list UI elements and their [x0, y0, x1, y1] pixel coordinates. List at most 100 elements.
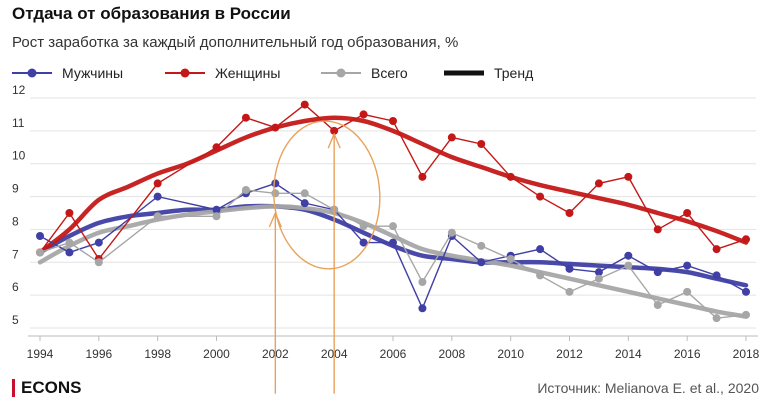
x-tick-label-2010: 2010 [497, 347, 524, 361]
brand-logo: ECONS [12, 378, 81, 398]
x-tick-label-2018: 2018 [733, 347, 760, 361]
chart-title: Отдача от образования в России [12, 4, 291, 23]
brand-name: ECONS [21, 378, 82, 397]
trend-line-1 [37, 115, 749, 255]
y-tick-label-11: 11 [12, 116, 25, 130]
series-2-point-2001 [241, 186, 250, 194]
series-0-point-2015 [653, 268, 662, 277]
series-2-point-2006 [389, 222, 397, 231]
series-0-point-2000 [212, 205, 221, 214]
series-1-point-2005 [359, 110, 368, 119]
x-tick-label-2012: 2012 [556, 347, 583, 361]
series-1-point-2000 [212, 143, 221, 152]
series-1-point-2006 [389, 117, 397, 125]
x-tick-label-2008: 2008 [438, 347, 465, 361]
series-2-point-2008 [447, 228, 456, 237]
y-tick-label-8: 8 [12, 214, 19, 228]
series-1-point-2017 [712, 245, 721, 254]
legend-men-marker [12, 68, 52, 78]
annotation-arrowhead-1 [268, 211, 282, 228]
series-0-point-2011 [536, 245, 545, 254]
series-2-point-2003 [300, 189, 309, 198]
series-1-point-2018 [742, 235, 750, 244]
series-1-point-2013 [594, 179, 603, 188]
legend-item-total: Всего [321, 62, 408, 84]
series-0-point-2002 [271, 179, 280, 188]
series-1-point-2016 [683, 209, 692, 217]
series-0-point-2003 [300, 199, 309, 208]
x-tick-label-2000: 2000 [203, 347, 230, 361]
series-0-point-2007 [418, 304, 427, 313]
source-note: Источник: Melianova E. et al., 2020 [537, 380, 759, 396]
x-tick-label-1994: 1994 [27, 347, 54, 361]
legend-item-women: Женщины [165, 62, 280, 84]
legend-total-label: Всего [371, 65, 408, 81]
series-1-point-2004 [330, 126, 339, 135]
series-2-point-1998 [153, 212, 162, 221]
legend-women-marker [165, 68, 205, 78]
series-1-point-2002 [271, 123, 280, 132]
series-1-point-1998 [153, 179, 162, 188]
legend-trend-label: Тренд [494, 65, 534, 81]
series-2-point-2009 [477, 241, 486, 250]
brand-bar-mark [12, 379, 15, 397]
legend-women-label: Женщины [215, 65, 281, 81]
series-2-point-1996 [94, 258, 103, 267]
series-2-point-2015 [653, 301, 662, 309]
series-0-point-2006 [389, 238, 397, 247]
series-2-point-2018 [742, 310, 750, 319]
series-1-point-2015 [653, 225, 662, 234]
y-tick-label-6: 6 [12, 280, 19, 294]
series-0-point-1994 [36, 232, 44, 240]
chart-subtitle: Рост заработка за каждый дополнительный … [12, 34, 459, 51]
series-2-point-2007 [418, 278, 427, 286]
y-tick-label-10: 10 [12, 149, 26, 163]
series-2-point-2011 [536, 271, 545, 280]
series-0-point-2014 [624, 251, 633, 260]
y-tick-label-9: 9 [12, 182, 19, 196]
legend-total-marker [321, 68, 361, 78]
series-1-point-2014 [624, 172, 633, 181]
series-0-point-1998 [153, 192, 162, 201]
series-1-point-2011 [536, 192, 545, 201]
series-0-point-2017 [712, 271, 721, 280]
x-tick-label-2016: 2016 [674, 347, 701, 361]
annotation-arrowhead-2 [327, 132, 341, 149]
annotation-ellipse [273, 120, 381, 270]
series-2-point-1995 [65, 238, 74, 247]
x-tick-label-1996: 1996 [85, 347, 112, 361]
series-1-point-2003 [300, 100, 309, 109]
y-tick-label-5: 5 [12, 313, 19, 327]
series-0-point-2016 [683, 261, 692, 270]
series-2-point-2017 [712, 314, 721, 323]
series-0-point-1996 [94, 238, 103, 247]
series-1-point-2008 [447, 133, 456, 142]
series-2-point-2010 [506, 255, 515, 263]
series-0-point-2009 [477, 258, 486, 267]
legend-men-label: Мужчины [62, 65, 124, 81]
series-2-point-2005 [359, 222, 368, 231]
x-tick-label-2014: 2014 [615, 347, 642, 361]
series-2-point-2000 [212, 212, 221, 221]
series-2-point-1994 [36, 248, 44, 257]
legend-item-trend: Тренд [444, 62, 533, 84]
x-tick-label-1998: 1998 [144, 347, 171, 361]
series-0-point-1995 [65, 248, 74, 257]
y-tick-label-12: 12 [12, 83, 26, 97]
legend-trend-marker [444, 70, 484, 76]
series-1-point-1995 [65, 209, 74, 217]
y-tick-label-7: 7 [12, 247, 19, 261]
series-2-point-2002 [271, 189, 280, 198]
series-1-point-2012 [565, 209, 574, 217]
series-2-point-2016 [683, 287, 692, 296]
series-0-point-2005 [359, 238, 368, 247]
legend-item-men: Мужчины [12, 62, 123, 84]
series-1-point-2010 [506, 172, 515, 181]
series-2-point-2012 [565, 287, 574, 296]
series-1-point-2009 [477, 140, 486, 148]
series-0-point-2013 [594, 268, 603, 277]
series-0-point-2018 [742, 287, 750, 296]
series-1-point-2007 [418, 172, 427, 181]
x-tick-label-2006: 2006 [380, 347, 407, 361]
